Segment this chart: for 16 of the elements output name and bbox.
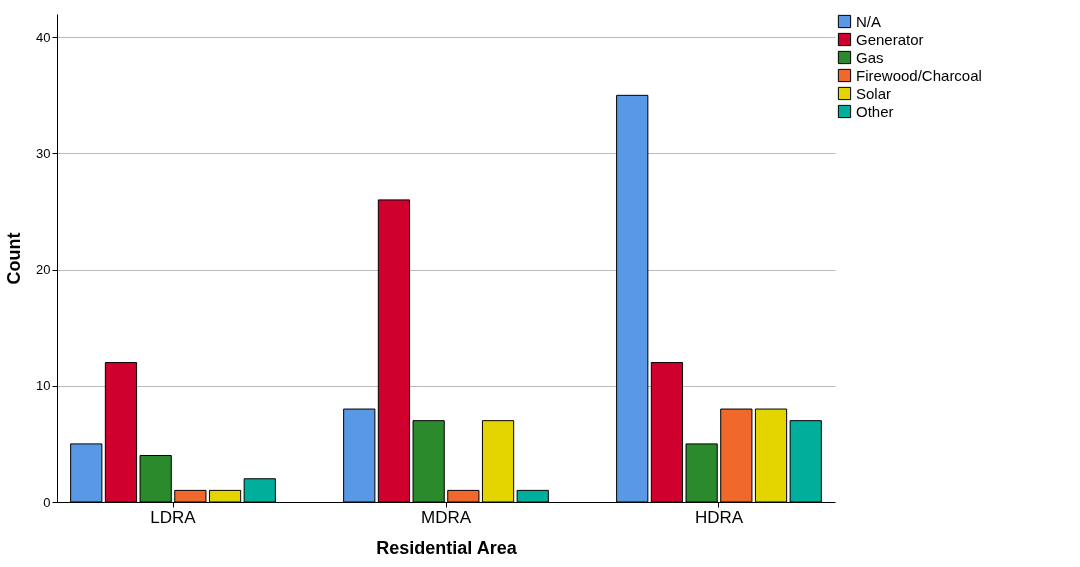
- y-tick-label: 30: [36, 145, 51, 161]
- x-tick-label: HDRA: [694, 507, 744, 527]
- y-tick-label: 40: [36, 29, 51, 45]
- y-axis-title: Count: [4, 232, 25, 285]
- legend-label: Other: [856, 102, 894, 120]
- legend-label: Gas: [856, 48, 884, 66]
- legend-label: Generator: [856, 30, 924, 48]
- y-tick-label: 10: [36, 378, 51, 394]
- x-tick-label: MDRA: [420, 507, 472, 527]
- legend-label: Firewood/Charcoal: [856, 66, 982, 84]
- legend-label: N/A: [856, 12, 882, 30]
- legend-label: Solar: [856, 84, 892, 102]
- x-axis-title: Residential Area: [376, 537, 518, 558]
- x-tick-label: LDRA: [150, 507, 197, 527]
- y-tick-label: 0: [43, 494, 51, 510]
- y-tick-label: 20: [36, 262, 51, 278]
